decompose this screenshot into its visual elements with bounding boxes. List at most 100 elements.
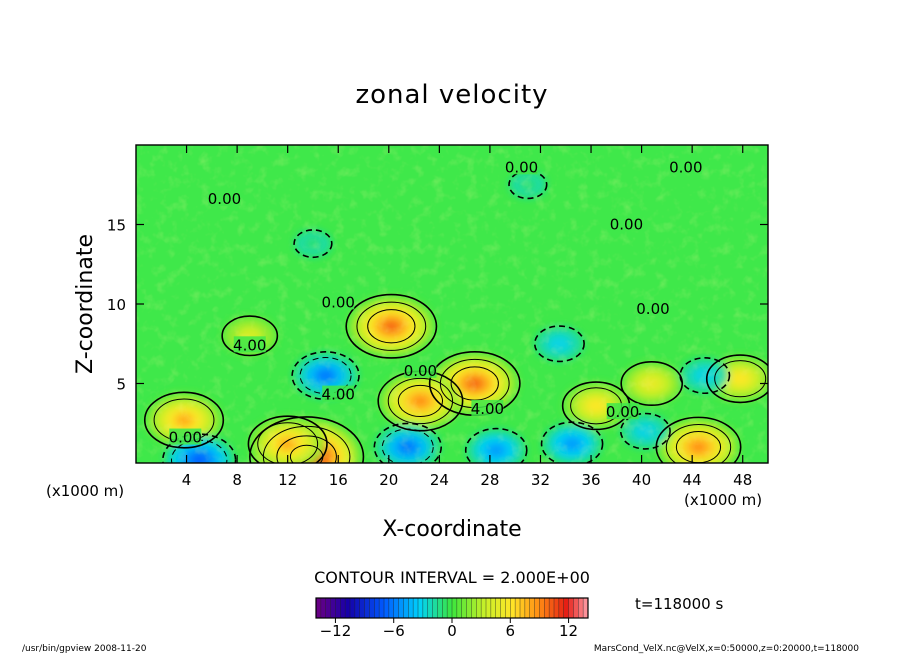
colorbar-cell bbox=[384, 598, 390, 618]
colorbar-cell bbox=[573, 598, 579, 618]
contour-line bbox=[293, 229, 333, 259]
colorbar-cell bbox=[427, 598, 433, 618]
colorbar-cell bbox=[320, 598, 327, 618]
colorbar-cell bbox=[437, 598, 443, 618]
contour-label-bg bbox=[322, 293, 355, 310]
colorbar-cell bbox=[529, 598, 535, 618]
colorbar bbox=[315, 597, 589, 619]
contour-label-bg bbox=[636, 299, 669, 316]
contour-label: 4.00 bbox=[471, 400, 504, 418]
y-axis-ticks: 5 10 15 bbox=[107, 217, 768, 394]
contour-label: 0.00 bbox=[322, 293, 355, 311]
colorbar-ticks: −12 −6 0 6 12 bbox=[320, 618, 578, 640]
contour-label: 0.00 bbox=[610, 216, 643, 234]
x-tick-label: 44 bbox=[683, 471, 702, 489]
contour-label-bg bbox=[669, 158, 702, 175]
contour-label-bg bbox=[471, 399, 504, 416]
colorbar-cell bbox=[495, 598, 501, 618]
colorbar-cell bbox=[422, 598, 429, 618]
contour-line bbox=[508, 170, 548, 200]
colorbar-cell bbox=[510, 598, 516, 618]
colorbar-cell bbox=[403, 598, 409, 618]
x-tick-label: 36 bbox=[581, 471, 600, 489]
colorbar-cell bbox=[364, 598, 370, 618]
y-tick-label: 5 bbox=[116, 376, 126, 394]
contour-label-bg bbox=[606, 403, 639, 420]
colorbar-cell bbox=[539, 598, 545, 618]
colorbar-cell bbox=[461, 598, 467, 618]
contour-label: 0.00 bbox=[404, 362, 437, 380]
x-tick-label: 4 bbox=[182, 471, 192, 489]
colorbar-cell bbox=[568, 598, 574, 618]
colorbar-cell bbox=[481, 598, 487, 618]
x-unit-label: (x1000 m) bbox=[684, 491, 762, 509]
colorbar-cell bbox=[432, 598, 438, 618]
x-tick-label: 20 bbox=[379, 471, 398, 489]
colorbar-cell bbox=[359, 598, 365, 618]
contour-line bbox=[397, 384, 444, 418]
contour-label-bg bbox=[322, 385, 355, 402]
colorbar-cell bbox=[413, 598, 419, 618]
x-tick-label: 12 bbox=[278, 471, 297, 489]
colorbar-cell bbox=[583, 598, 589, 618]
contour-label: 0.00 bbox=[669, 158, 702, 176]
colorbar-cell bbox=[335, 598, 341, 618]
colorbar-cell bbox=[544, 598, 550, 618]
colorbar-cell bbox=[549, 598, 555, 618]
colorbar-cell bbox=[554, 598, 560, 618]
x-tick-label: 40 bbox=[632, 471, 651, 489]
colorbar-cell bbox=[563, 598, 569, 618]
contour-label: 0.00 bbox=[505, 158, 538, 176]
colorbar-cell bbox=[520, 598, 526, 618]
x-tick-label: 16 bbox=[329, 471, 348, 489]
contour-line bbox=[257, 422, 319, 463]
colorbar-cell bbox=[486, 598, 492, 618]
contour-line bbox=[619, 412, 671, 450]
contour-line bbox=[345, 293, 438, 359]
contour-line bbox=[381, 428, 434, 463]
contour-label: 4.00 bbox=[322, 386, 355, 404]
y-axis-label: Z-coordinate bbox=[73, 234, 98, 374]
contour-line bbox=[665, 423, 732, 463]
contour-line bbox=[221, 315, 279, 357]
colorbar-cell bbox=[325, 598, 331, 618]
y-tick-label: 10 bbox=[107, 296, 126, 314]
contour-line bbox=[714, 360, 767, 398]
colorbar-tick-label: 0 bbox=[447, 622, 457, 640]
plot-area: 0.00 0.00 0.00 0.00 0.00 0.00 4.00 0.00 4.00 4.00… bbox=[136, 145, 768, 463]
y-unit-label: (x1000 m) bbox=[46, 482, 124, 500]
contour-label-bg bbox=[169, 428, 202, 445]
contour-line bbox=[373, 422, 442, 463]
contour-label-bg bbox=[233, 336, 266, 353]
colorbar-cell bbox=[369, 598, 375, 618]
colorbar-cell bbox=[456, 598, 463, 618]
contour-line bbox=[533, 325, 585, 363]
colorbar-cell bbox=[452, 598, 458, 618]
colorbar-cell bbox=[500, 598, 506, 618]
contour-line bbox=[143, 391, 225, 449]
contour-line bbox=[162, 433, 237, 463]
colorbar-cell bbox=[476, 598, 482, 618]
x-tick-label: 48 bbox=[733, 471, 752, 489]
colorbar-cell bbox=[379, 598, 385, 618]
colorbar-tick-label: −12 bbox=[320, 622, 352, 640]
footer-left: /usr/bin/gpview 2008-11-20 bbox=[22, 644, 147, 654]
x-axis-label: X-coordinate bbox=[382, 517, 521, 542]
colorbar-tick-label: 12 bbox=[559, 622, 578, 640]
colorbar-cell bbox=[354, 598, 361, 618]
contour-line bbox=[705, 354, 768, 404]
contour-label: 0.00 bbox=[636, 300, 669, 318]
colorbar-cell bbox=[374, 598, 380, 618]
contour-interval-text: CONTOUR INTERVAL = 2.000E+00 bbox=[314, 568, 590, 587]
contour-labels: 0.00 0.00 0.00 0.00 0.00 0.00 4.00 0.00 4.00 4.00… bbox=[169, 158, 703, 447]
colorbar-cell bbox=[340, 598, 346, 618]
colorbar-cell bbox=[316, 598, 322, 618]
contour-line bbox=[464, 427, 528, 463]
colorbar-cell bbox=[515, 598, 521, 618]
contour-line bbox=[620, 360, 684, 407]
colorbar-cell bbox=[471, 598, 477, 618]
x-tick-label: 32 bbox=[531, 471, 550, 489]
colorbar-tick-label: 6 bbox=[506, 622, 516, 640]
contour-line bbox=[247, 415, 328, 463]
